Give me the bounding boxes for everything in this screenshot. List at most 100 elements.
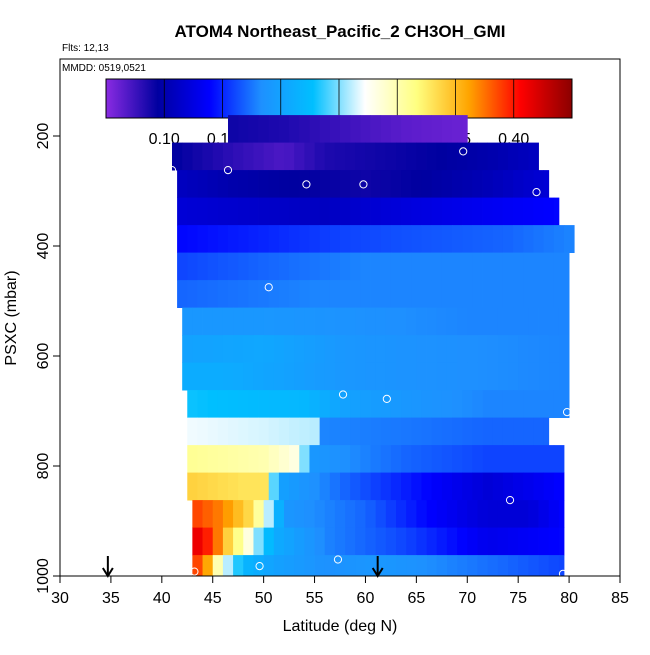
heatmap-cell — [243, 527, 254, 556]
heatmap-cell — [441, 115, 453, 143]
y-tick-label: 400 — [35, 233, 52, 260]
heatmap-cell — [441, 445, 453, 473]
heatmap-cell — [304, 142, 315, 171]
heatmap-cell — [406, 362, 417, 391]
heatmap-cell — [217, 197, 229, 226]
heatmap-cell — [380, 390, 392, 418]
heatmap-cell — [187, 390, 198, 418]
heatmap-cell — [548, 307, 560, 336]
heatmap-cell — [497, 500, 509, 528]
heatmap-cell — [533, 472, 545, 501]
heatmap-cell — [278, 390, 290, 418]
heatmap-cell — [258, 197, 270, 226]
heatmap-cell — [533, 225, 545, 253]
heatmap-cell — [365, 307, 377, 336]
heatmap-cell — [518, 527, 529, 556]
heatmap-cell — [411, 280, 422, 308]
heatmap-cell — [350, 445, 361, 473]
heatmap-cell — [375, 362, 387, 391]
heatmap-cell — [243, 142, 254, 171]
heatmap-cell — [360, 115, 371, 143]
chart-title: ATOM4 Northeast_Pacific_2 CH3OH_GMI — [175, 22, 506, 41]
heatmap-cell — [365, 500, 377, 528]
heatmap-cell — [309, 280, 321, 308]
heatmap-cell — [329, 472, 341, 501]
heatmap-cell — [217, 472, 229, 501]
heatmap-cell — [401, 225, 412, 253]
heatmap-cell — [217, 280, 229, 308]
heatmap-cell — [436, 555, 448, 577]
heatmap-cell — [309, 225, 321, 253]
heatmap-cell — [548, 362, 560, 391]
heatmap-cell — [467, 362, 478, 391]
heatmap-cell — [309, 472, 321, 501]
heatmap-cell — [340, 115, 351, 143]
heatmap-cell — [365, 362, 377, 391]
heatmap-cell — [375, 142, 387, 171]
heatmap-cell — [492, 445, 504, 473]
heatmap-cell — [324, 142, 336, 171]
sample-point-marker — [264, 283, 273, 292]
heatmap-cell — [477, 500, 489, 528]
heatmap-cell — [406, 335, 417, 363]
heatmap-cell — [202, 142, 214, 171]
heatmap-cell — [355, 555, 366, 577]
heatmap-cell — [533, 445, 545, 473]
heatmap-cell — [441, 197, 453, 226]
x-tick-label: 55 — [306, 590, 324, 607]
heatmap-cell — [334, 362, 346, 391]
heatmap-cell — [548, 555, 560, 577]
sample-point-marker — [223, 166, 233, 175]
heatmap-cell — [436, 527, 448, 556]
heatmap-cell — [406, 527, 417, 556]
heatmap-cell — [452, 115, 463, 143]
heatmap-cell — [487, 500, 499, 528]
heatmap-cell — [497, 555, 509, 577]
heatmap-cell — [523, 280, 534, 308]
heatmap-cell — [502, 472, 514, 501]
heatmap-cell — [543, 280, 555, 308]
heatmap-cell — [319, 252, 331, 281]
heatmap-cell — [421, 280, 433, 308]
heatmap-cell — [217, 417, 229, 446]
heatmap-cell — [462, 417, 473, 446]
heatmap-cell — [564, 390, 570, 418]
sample-point-marker — [167, 166, 177, 175]
heatmap-cell — [345, 142, 356, 171]
heatmap-cell — [543, 170, 550, 198]
heatmap-cell — [329, 280, 341, 308]
heatmap-cell — [197, 197, 209, 226]
heatmap-cell — [289, 445, 300, 473]
heatmap-cell — [548, 527, 560, 556]
heatmap-cell — [217, 252, 229, 281]
heatmap-cell — [385, 142, 397, 171]
heatmap-cell — [248, 417, 259, 446]
heatmap-cell — [467, 142, 478, 171]
heatmap-cell — [426, 500, 438, 528]
heatmap-cell — [360, 472, 371, 501]
heatmap-cell — [472, 197, 483, 226]
sample-point-marker — [459, 147, 468, 156]
heatmap-cell — [365, 335, 377, 363]
heatmap-cell — [421, 252, 433, 281]
heatmap-cell — [411, 472, 422, 501]
heatmap-cell — [502, 445, 514, 473]
heatmap-cell — [523, 390, 534, 418]
heatmap-cell — [304, 335, 315, 363]
heatmap-cell — [304, 362, 315, 391]
heatmap-cell — [431, 197, 443, 226]
heatmap-cell — [416, 500, 427, 528]
heatmap-cell — [309, 252, 321, 281]
heatmap-cell — [228, 197, 239, 226]
heatmap-cell — [457, 362, 468, 391]
heatmap-cell — [477, 527, 489, 556]
heatmap-cell — [233, 335, 244, 363]
heatmap-cell — [513, 417, 524, 446]
heatmap-cell — [182, 307, 193, 336]
heatmap-cell — [543, 417, 550, 446]
heatmap-cell — [431, 115, 443, 143]
heatmap-cell — [411, 445, 422, 473]
heatmap-cell — [253, 335, 265, 363]
heatmap-cell — [228, 252, 239, 281]
heatmap-cell — [370, 390, 382, 418]
